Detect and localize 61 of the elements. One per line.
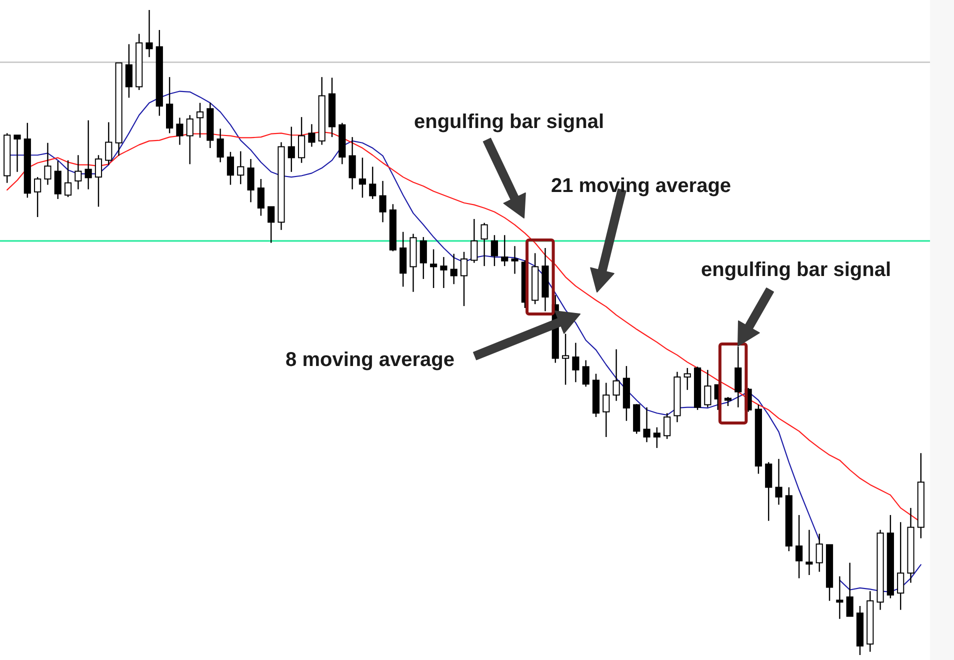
candlestick [34, 176, 42, 218]
candlestick [74, 154, 82, 190]
candlestick [84, 120, 92, 190]
candlestick [480, 222, 488, 267]
candlestick [653, 426, 660, 449]
candlestick [460, 251, 468, 307]
candlestick [125, 44, 132, 98]
candlestick [176, 117, 184, 146]
candlestick [348, 136, 356, 190]
candlestick [105, 122, 112, 166]
annotation: 21 moving average [550, 175, 732, 197]
candlestick [806, 529, 813, 576]
candlestick [612, 348, 620, 402]
candlestick [54, 160, 62, 200]
candlestick [196, 102, 204, 138]
candlestick [379, 180, 386, 223]
candlestick [268, 206, 275, 244]
candlestick [562, 333, 570, 386]
candlestick [14, 134, 21, 172]
candlestick [420, 236, 427, 280]
candlestick [216, 128, 224, 163]
candlestick [440, 256, 448, 289]
candlestick [166, 76, 174, 134]
candlestick [572, 342, 580, 383]
candlestick [704, 369, 712, 408]
candlestick [450, 253, 458, 285]
annotation: 8 moving average [286, 349, 454, 371]
candlestick [846, 562, 854, 617]
candlestick [816, 533, 823, 572]
candlestick [430, 248, 438, 289]
candlestick [765, 462, 772, 522]
candlestick [44, 142, 52, 186]
candlestick [358, 157, 366, 198]
candlestick [288, 126, 295, 172]
candlestick [643, 406, 650, 443]
candlestick [64, 160, 72, 198]
candlestick [897, 522, 904, 610]
candlestick [146, 9, 153, 58]
candlestick [602, 382, 610, 438]
candlestick [94, 154, 102, 208]
candlestick [501, 234, 508, 267]
candlestick [257, 178, 264, 216]
candlestick [796, 514, 803, 579]
annotation: engulfing bar signal [414, 111, 604, 133]
candlestick [734, 346, 742, 408]
candlestick [470, 218, 478, 264]
candlestick [237, 150, 244, 185]
annotation: engulfing bar signal [700, 259, 892, 281]
candlestick [369, 166, 376, 200]
candlestick [308, 124, 316, 148]
candlestick [582, 360, 590, 388]
candlestick [684, 367, 691, 391]
candlestick [511, 245, 518, 274]
candlestick [186, 114, 194, 165]
candlestick [775, 458, 782, 506]
candlestick [490, 234, 498, 267]
candlestick [247, 158, 254, 203]
candlestick [836, 576, 844, 620]
candlestick [298, 116, 306, 164]
candlestick [226, 151, 234, 186]
candlestick [664, 412, 671, 440]
